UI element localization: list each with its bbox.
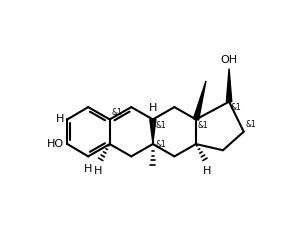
Polygon shape [150, 119, 156, 143]
Text: H: H [56, 114, 64, 124]
Text: &1: &1 [111, 108, 122, 117]
Text: OH: OH [221, 55, 238, 65]
Text: H: H [84, 164, 92, 174]
Text: H: H [203, 166, 212, 176]
Text: H: H [149, 103, 157, 113]
Polygon shape [193, 81, 206, 120]
Text: H: H [94, 166, 102, 176]
Text: &1: &1 [198, 121, 208, 130]
Text: &1: &1 [245, 120, 256, 129]
Text: HO: HO [47, 139, 64, 149]
Text: &1: &1 [231, 103, 241, 112]
Text: &1: &1 [155, 139, 166, 149]
Text: &1: &1 [155, 121, 166, 130]
Polygon shape [226, 69, 232, 102]
